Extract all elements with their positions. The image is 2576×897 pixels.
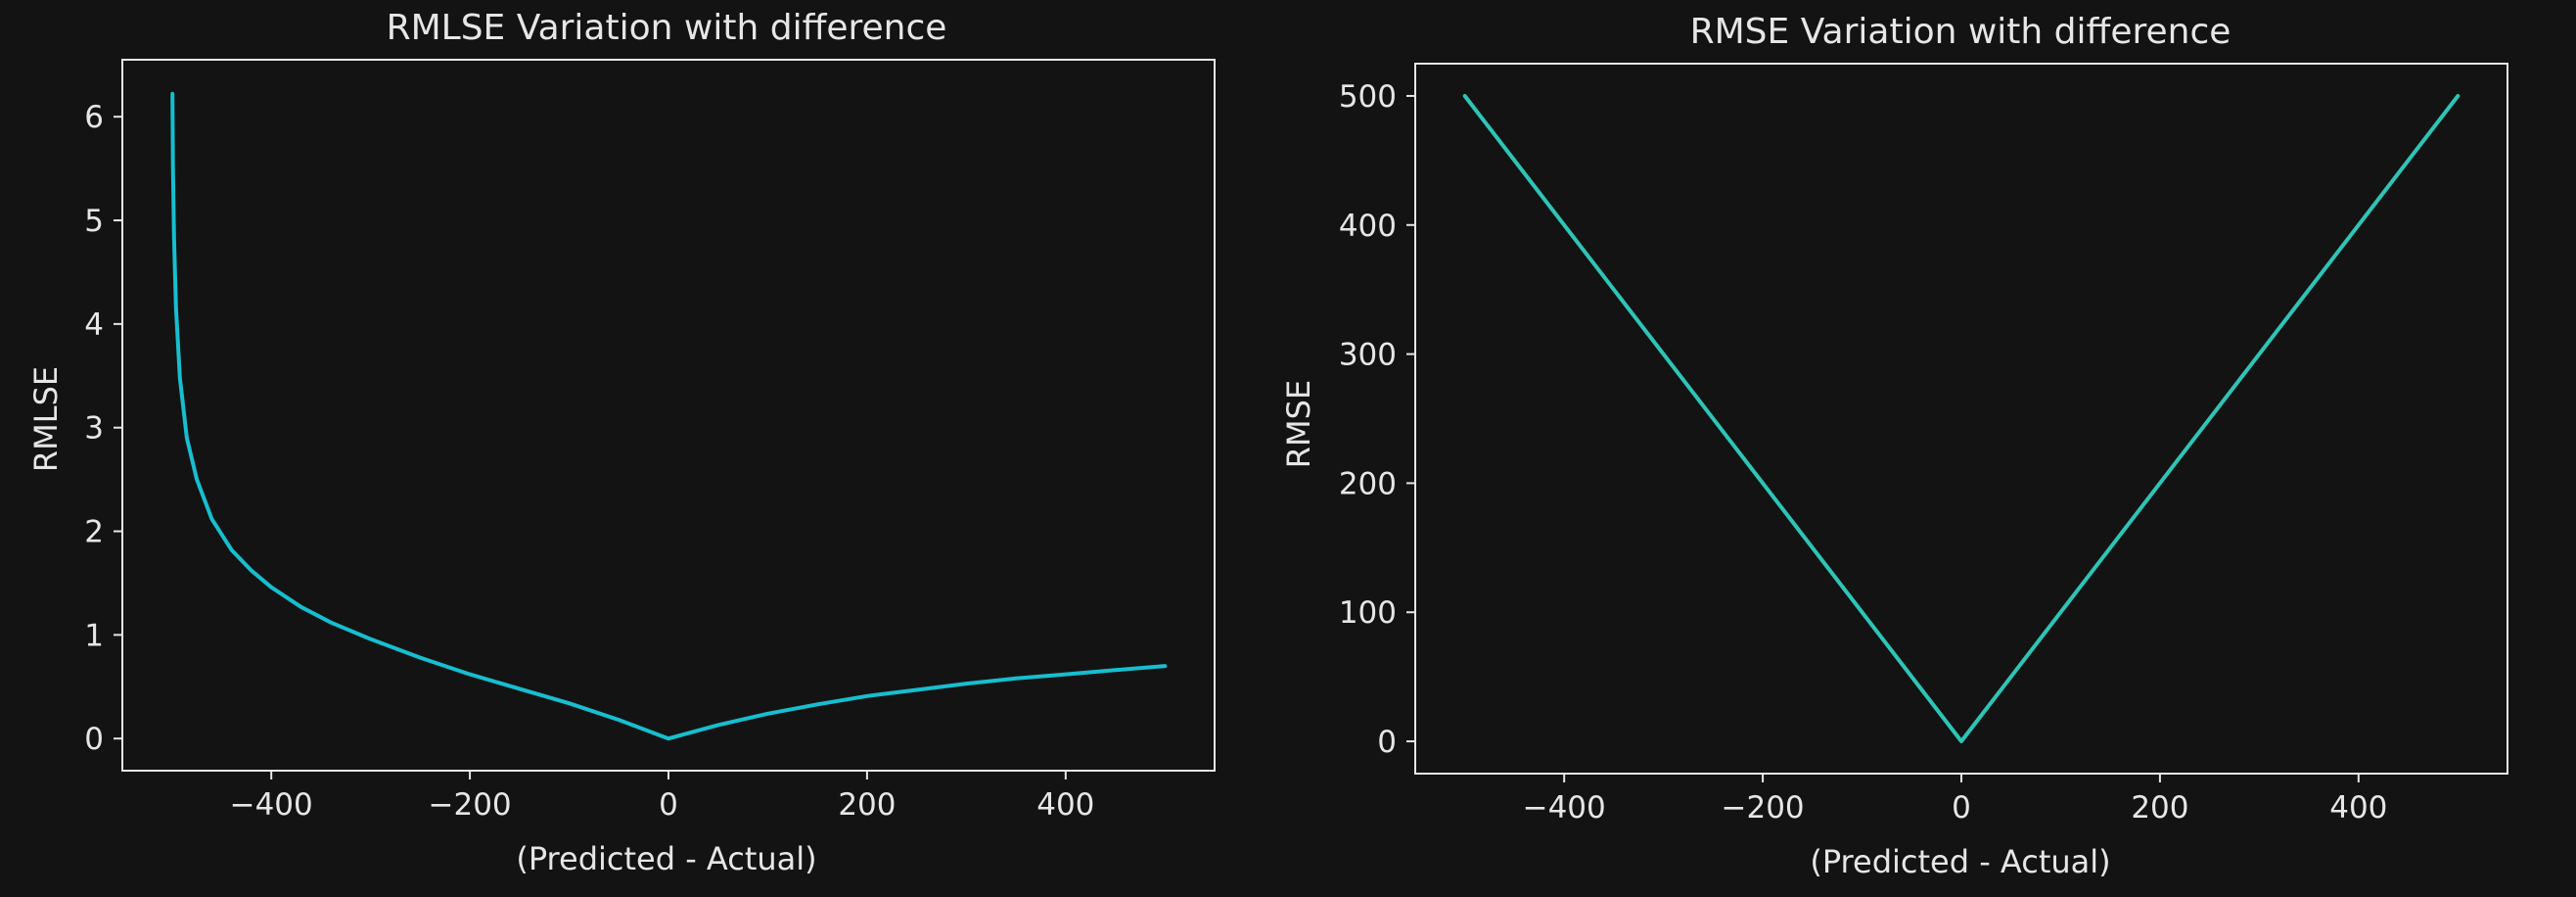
x-axis-label: (Predicted - Actual): [1810, 843, 2110, 880]
y-tick-label: 4: [84, 307, 104, 343]
plot-frame: [1414, 63, 2508, 775]
y-tick-label: 400: [1339, 209, 1397, 244]
x-tick-label: −400: [1523, 790, 1606, 826]
y-ticks: 0 100 200 300 400 500: [1339, 79, 1415, 760]
y-tick-label: 5: [84, 204, 104, 239]
x-tick-label: −200: [1722, 790, 1805, 826]
series-group: [170, 91, 1168, 741]
x-axis-label: (Predicted - Actual): [516, 840, 816, 877]
chart-rmse: RMSE Variation with difference (Predicte…: [1280, 12, 2508, 880]
plot-frame: [121, 59, 1216, 772]
x-tick-label: 0: [1952, 790, 1971, 826]
y-tick-label: 100: [1339, 595, 1397, 631]
y-ticks: 0 1 2 3 4 5 6: [84, 100, 122, 757]
x-tick-label: 400: [2329, 790, 2387, 826]
y-tick-label: 200: [1339, 466, 1397, 501]
chart-title: RMLSE Variation with difference: [387, 8, 947, 48]
chart-rmlse: RMLSE Variation with difference (Predict…: [27, 8, 1216, 877]
series-line: [1462, 94, 2461, 743]
chart-title: RMSE Variation with difference: [1690, 12, 2231, 52]
x-ticks: −400 −200 0 200 400: [1523, 774, 2387, 826]
y-tick-label: 500: [1339, 79, 1397, 115]
y-tick-label: 2: [84, 515, 104, 550]
series-group: [1462, 94, 2461, 743]
y-tick-label: 6: [84, 100, 104, 135]
y-tick-label: 300: [1339, 338, 1397, 373]
y-tick-label: 0: [84, 722, 104, 757]
x-tick-label: 200: [2131, 790, 2188, 826]
series-line: [170, 91, 1168, 741]
x-ticks: −400 −200 0 200 400: [230, 771, 1094, 823]
x-tick-label: −200: [429, 787, 512, 823]
y-tick-label: 1: [84, 618, 104, 653]
x-tick-label: 400: [1036, 787, 1094, 823]
y-axis-label: RMSE: [1280, 380, 1317, 468]
x-tick-label: −400: [230, 787, 313, 823]
y-tick-label: 0: [1377, 725, 1397, 760]
x-tick-label: 200: [838, 787, 896, 823]
y-tick-label: 3: [84, 411, 104, 447]
x-tick-label: 0: [659, 787, 678, 823]
y-axis-label: RMLSE: [27, 366, 65, 472]
